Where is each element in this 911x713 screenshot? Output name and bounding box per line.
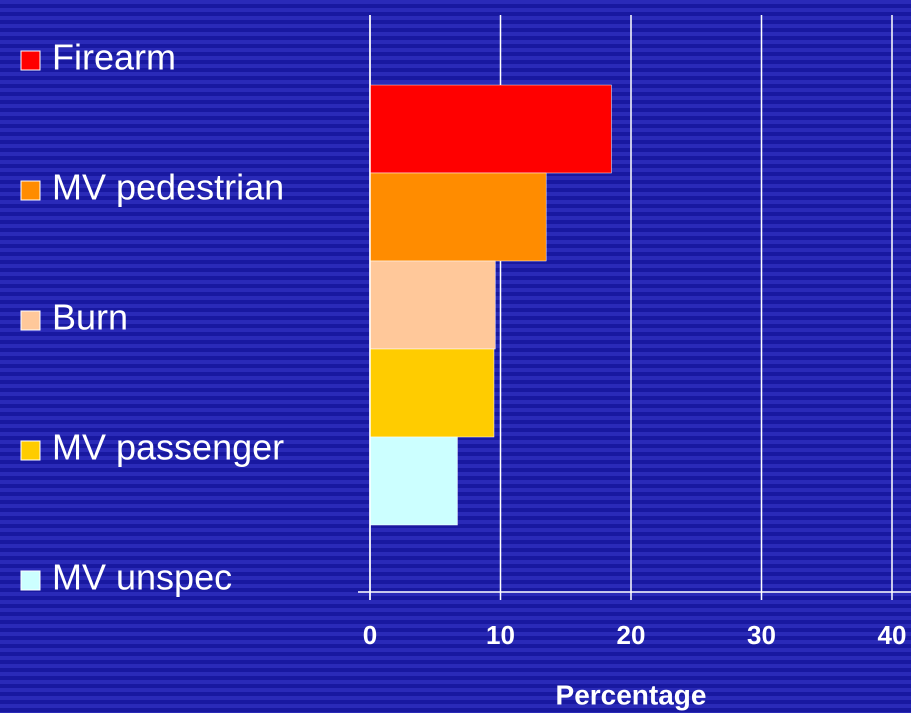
- bar: [369, 436, 458, 526]
- legend-swatch: [20, 180, 41, 201]
- legend-swatch: [20, 440, 41, 461]
- bar: [369, 260, 496, 350]
- bar: [369, 172, 547, 262]
- bar: [369, 348, 495, 438]
- legend-label: Burn: [52, 297, 128, 338]
- x-tick-label: 0: [363, 620, 377, 650]
- x-tick-label: 20: [617, 620, 646, 650]
- legend-label: MV pedestrian: [52, 167, 284, 208]
- legend-swatch: [20, 310, 41, 331]
- legend-label: Firearm: [52, 37, 176, 78]
- bar: [369, 84, 612, 174]
- legend-swatch: [20, 570, 41, 591]
- x-tick-label: 30: [747, 620, 776, 650]
- legend-swatch: [20, 50, 41, 71]
- x-axis-title: Percentage: [556, 679, 707, 710]
- legend-label: MV passenger: [52, 427, 284, 468]
- x-tick-label: 40: [878, 620, 907, 650]
- legend-label: MV unspec: [52, 557, 232, 598]
- x-tick-label: 10: [486, 620, 515, 650]
